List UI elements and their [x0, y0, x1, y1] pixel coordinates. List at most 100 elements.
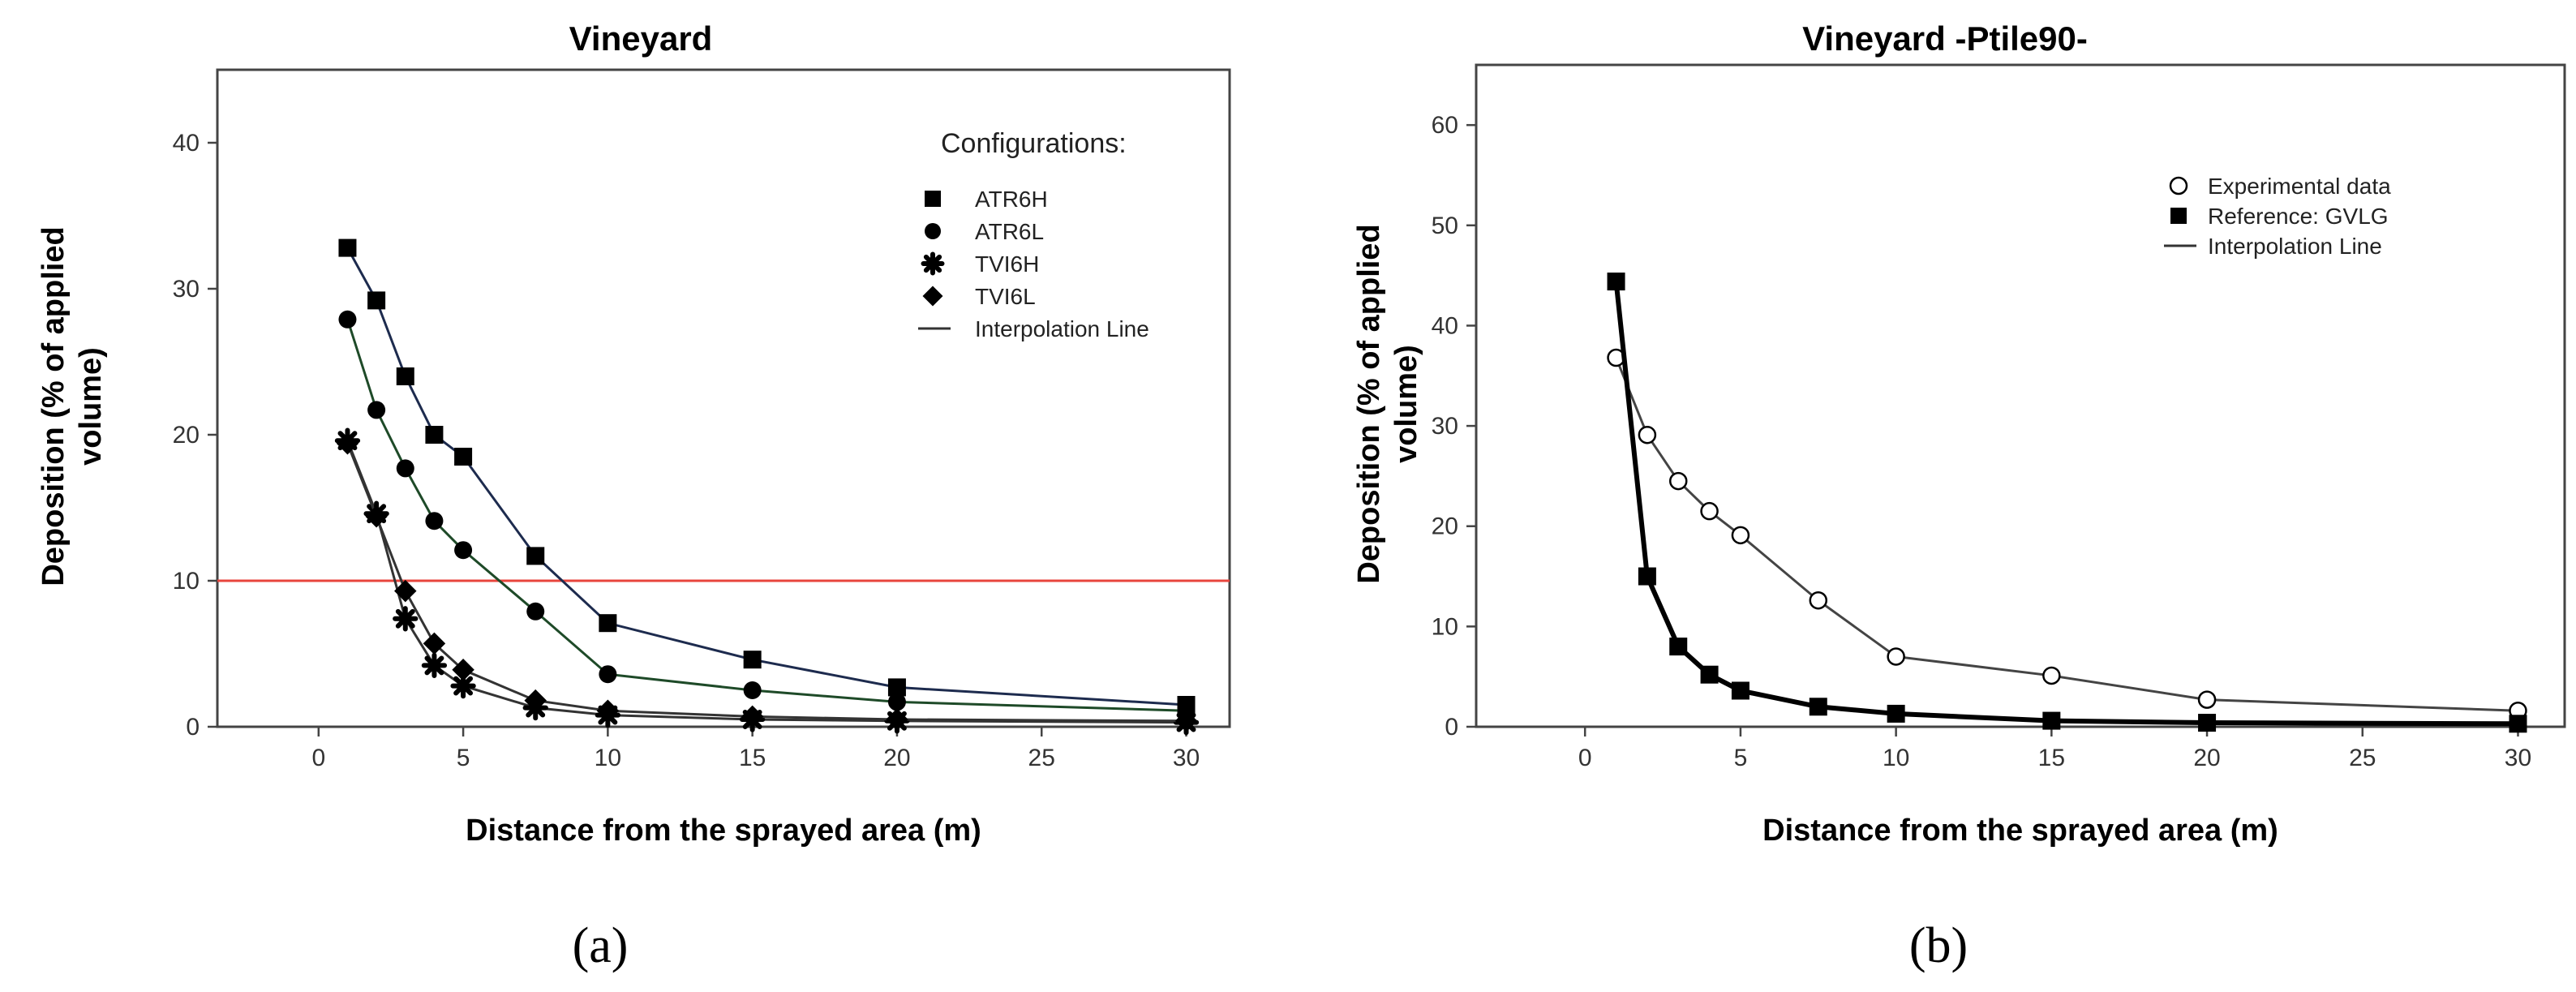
y-tick-label: 40	[1432, 312, 1458, 339]
y-axis-label: Deposition (% of applied	[36, 226, 71, 586]
y-tick-label: 0	[186, 714, 200, 741]
y-tick-label: 50	[1432, 213, 1458, 239]
legend-marker	[2170, 208, 2187, 224]
data-point	[396, 459, 414, 478]
y-tick-label: 40	[173, 130, 200, 157]
x-tick-label: 30	[1173, 745, 1200, 771]
legend-label: TVI6H	[975, 251, 1039, 277]
data-point	[1887, 704, 1905, 723]
x-tick-label: 5	[457, 745, 470, 771]
data-point	[454, 448, 473, 466]
data-point	[599, 614, 617, 633]
legend-label: Interpolation Line	[975, 316, 1149, 341]
x-tick-label: 5	[1734, 745, 1748, 771]
legend-marker	[925, 191, 941, 207]
legend-title: Configurations:	[941, 128, 1127, 159]
data-point	[1809, 590, 1828, 610]
data-point	[524, 689, 547, 712]
data-point	[1638, 425, 1657, 444]
x-tick-label: 15	[739, 745, 766, 771]
y-axis-label: Deposition (% of applied	[1352, 224, 1386, 583]
legend-label: Experimental data	[2208, 174, 2391, 199]
data-point	[421, 652, 448, 679]
series-tvi6l	[336, 432, 1198, 732]
legend-label: Interpolation Line	[2208, 234, 2382, 259]
data-point	[1607, 273, 1625, 291]
y-tick-label: 10	[173, 568, 200, 595]
x-tick-label: 10	[1883, 745, 1909, 771]
x-tick-label: 0	[1578, 745, 1592, 771]
data-point	[1887, 647, 1905, 666]
data-point	[1731, 681, 1750, 700]
chart-panel-b: Vineyard -Ptile90- 0 5 10 15 20 25 30 0 10 20 30 40 5…	[1352, 19, 2566, 973]
y-tick-label: 0	[1445, 714, 1458, 741]
data-point	[425, 512, 444, 530]
legend-marker	[2169, 176, 2188, 195]
x-axis-label: Distance from the sprayed area (m)	[1762, 814, 2278, 848]
series-line	[346, 440, 1187, 724]
data-point	[1638, 567, 1656, 586]
legend-label: Reference: GVLG	[2208, 204, 2389, 229]
y-tick-label: 20	[173, 422, 200, 449]
data-point	[425, 426, 444, 444]
legend-label: TVI6L	[975, 284, 1036, 309]
data-point	[886, 708, 908, 731]
data-point	[394, 579, 417, 603]
data-point	[367, 401, 386, 419]
data-point	[365, 505, 388, 528]
data-point	[2198, 714, 2217, 732]
legend-marker	[922, 286, 943, 307]
x-tick-label: 25	[1028, 745, 1055, 771]
legend-marker	[925, 223, 941, 239]
data-point	[338, 238, 357, 257]
data-point	[2042, 666, 2061, 685]
legend-label: ATR6L	[975, 219, 1044, 244]
data-point	[526, 547, 545, 565]
x-tick-label: 25	[2349, 745, 2376, 771]
data-point	[393, 606, 419, 632]
data-point	[1700, 665, 1719, 684]
data-point	[743, 681, 762, 699]
data-point	[452, 659, 474, 681]
data-point	[887, 693, 906, 711]
data-point	[743, 651, 762, 669]
y-tick-label: 30	[1432, 413, 1458, 440]
data-point	[454, 541, 473, 560]
y-tick-label: 30	[173, 276, 200, 303]
plot-area	[1475, 63, 2566, 728]
data-point	[336, 432, 359, 455]
y-axis-label: volume)	[74, 347, 108, 466]
x-tick-label: 30	[2505, 745, 2531, 771]
legend: Experimental data Reference: GVLG Interpol…	[2164, 174, 2391, 259]
data-point	[338, 310, 357, 329]
plot-area	[216, 68, 1231, 728]
x-tick-label: 15	[2038, 745, 2065, 771]
y-tick-label: 20	[1432, 513, 1458, 540]
series-line	[1613, 281, 2518, 727]
data-point	[396, 367, 414, 385]
series-experimental-data	[1607, 348, 2527, 720]
data-point	[367, 291, 386, 310]
data-point	[1809, 698, 1827, 716]
data-point	[741, 705, 764, 728]
figure-caption: (b)	[1909, 918, 1968, 973]
data-point	[2042, 711, 2061, 730]
x-tick-label: 10	[595, 745, 621, 771]
chart-title: Vineyard -Ptile90-	[1802, 19, 2088, 58]
x-tick-label: 20	[2193, 745, 2220, 771]
data-point	[1669, 638, 1688, 656]
data-point	[2509, 715, 2527, 733]
data-point	[526, 602, 545, 621]
legend-label: ATR6H	[975, 187, 1048, 212]
legend-marker	[921, 251, 945, 276]
series-line	[346, 319, 1187, 712]
series-line	[1615, 357, 2518, 712]
figure-caption: (a)	[573, 918, 629, 973]
chart-title: Vineyard	[569, 19, 713, 58]
y-axis-label: volume)	[1389, 345, 1423, 463]
series-reference-gvlg	[1607, 273, 2527, 733]
series-line	[346, 247, 1187, 706]
data-point	[1668, 471, 1688, 491]
data-point	[1700, 501, 1719, 521]
